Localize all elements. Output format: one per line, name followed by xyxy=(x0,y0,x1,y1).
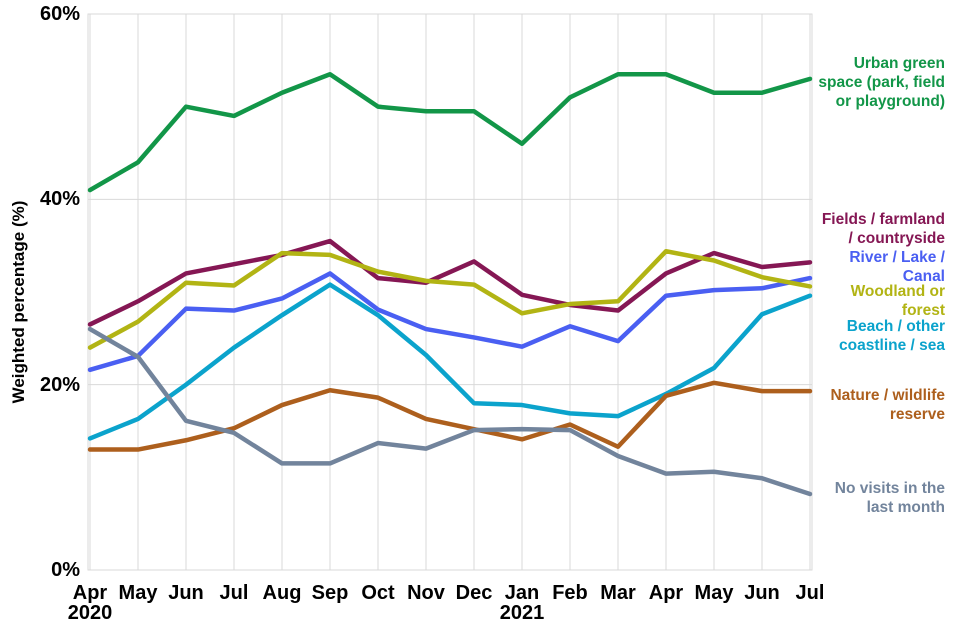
series-label-beach-other-coastline-sea: Beach / other coastline / sea xyxy=(839,318,945,354)
x-tick-label: Sep xyxy=(311,582,349,604)
series-label-no-visits-in-the-last-month: No visits in the last month xyxy=(834,480,945,516)
x-year-label: 2020 xyxy=(67,602,113,624)
x-tick-label: Jul xyxy=(219,582,249,604)
x-tick-label: Dec xyxy=(455,582,493,604)
series-line-no-visits-in-the-last-month xyxy=(87,326,813,497)
plot-border xyxy=(87,13,813,571)
y-tick-label: 40% xyxy=(39,188,80,211)
series-line-woodland-or-forest xyxy=(87,248,813,350)
series-line-beach-other-coastline-sea xyxy=(87,282,813,441)
x-tick-label: May xyxy=(694,582,734,604)
series-line-urban-green-space-park-field-or-playground xyxy=(87,71,813,193)
x-tick-label: Jan xyxy=(504,582,540,604)
x-tick-label: Jun xyxy=(168,582,204,604)
x-tick-label: Jul xyxy=(795,582,825,604)
x-tick-label: Apr xyxy=(72,582,108,604)
series-label-river-lake-canal: River / Lake / Canal xyxy=(849,249,945,285)
x-tick-label: Jun xyxy=(744,582,780,604)
series-label-woodland-or-forest: Woodland or forest xyxy=(850,283,945,319)
series-label-urban-green-space-park-field-or-playground: Urban green space (park, field or playgrou… xyxy=(818,55,945,110)
y-tick-label: 60% xyxy=(39,3,80,25)
x-tick-label: Nov xyxy=(407,582,445,604)
x-tick-label: Aug xyxy=(262,582,302,604)
series-label-nature-wildlife-reserve: Nature / wildlife reserve xyxy=(830,387,945,423)
x-tick-label: Apr xyxy=(648,582,684,604)
series-label-fields-farmland-countryside: Fields / farmland / countryside xyxy=(821,211,945,247)
x-tick-label: May xyxy=(118,582,158,604)
y-tick-label: 20% xyxy=(39,373,80,396)
x-year-label: 2021 xyxy=(499,602,545,624)
series-line-river-lake-canal xyxy=(87,271,813,373)
series-line-fields-farmland-countryside xyxy=(87,238,813,327)
x-tick-label: Oct xyxy=(361,582,395,604)
x-tick-label: Feb xyxy=(552,582,588,604)
x-tick-label: Mar xyxy=(600,582,636,604)
series-line-nature-wildlife-reserve xyxy=(87,380,813,452)
y-tick-label: 0% xyxy=(51,559,80,581)
